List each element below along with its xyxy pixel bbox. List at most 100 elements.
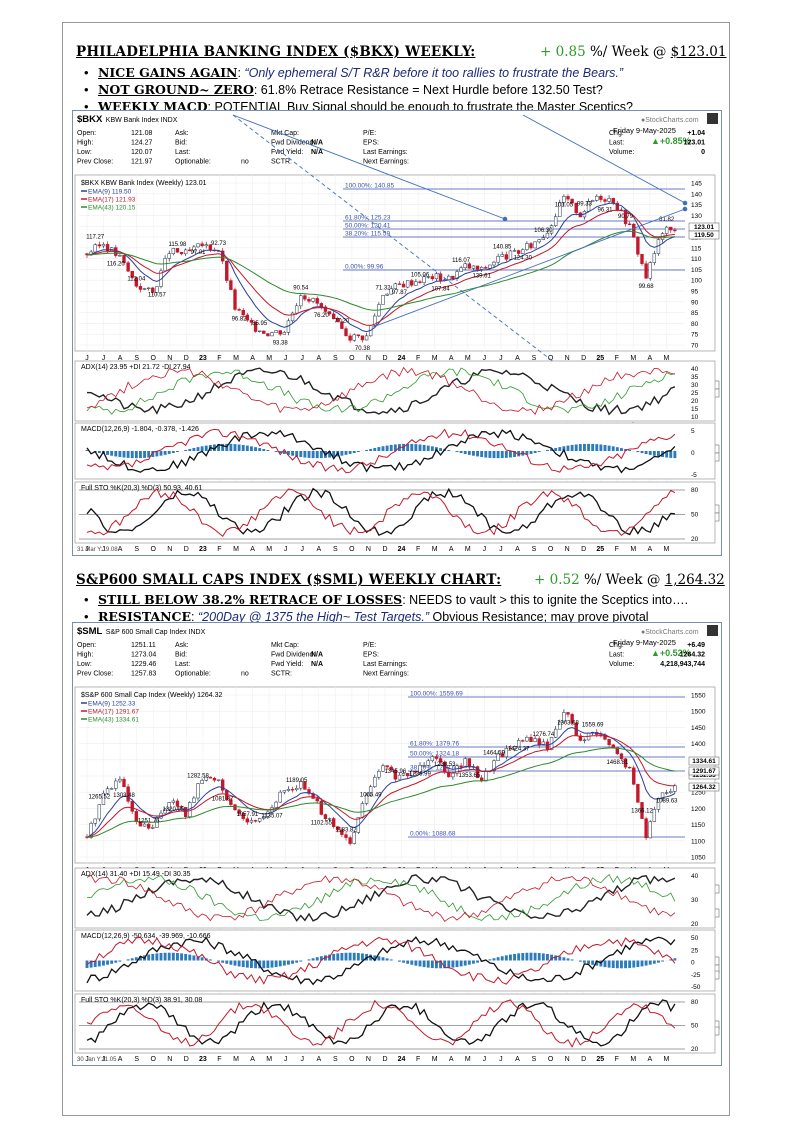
macd-bar (258, 960, 262, 969)
candle-body (656, 798, 661, 810)
candle-body (500, 753, 504, 758)
macd-bar (151, 953, 155, 961)
info-label: Next Earnings: (363, 159, 409, 166)
candle-body (360, 335, 365, 341)
candle-body (459, 267, 463, 272)
candle-body (590, 200, 595, 202)
price-annotation: 1265.52 (88, 795, 110, 801)
section-2-title: S&P600 SMALL CAPS INDEX ($SML) WEEKLY CH… (76, 572, 502, 588)
month-label: N (167, 546, 172, 553)
macd-bar (106, 960, 109, 965)
info-label: High: (77, 652, 93, 659)
month-label: S (532, 1056, 537, 1063)
macd-bar (500, 956, 504, 961)
candle-body (208, 776, 213, 779)
info-label: Last: (175, 149, 190, 156)
macd-bar (336, 953, 340, 961)
macd-bar (200, 446, 204, 451)
price-tick: 1450 (691, 725, 706, 732)
month-label: F (615, 1056, 619, 1063)
info-value: 121.97 (131, 159, 153, 166)
price-annotation: 1081.87 (212, 796, 234, 802)
header-bg (73, 111, 721, 173)
macd-bar (389, 959, 393, 961)
price-tick: 1550 (691, 693, 706, 700)
candle-body (167, 802, 171, 810)
macd-bar (615, 447, 619, 451)
price-tick: 1200 (691, 806, 706, 813)
macd-bar (422, 960, 426, 968)
candle-body (603, 199, 607, 202)
sto-tick: 20 (691, 1046, 699, 1053)
macd-bar (97, 960, 101, 967)
sml-chart: $SML S&P 600 Small Cap Index INDX ●StockCh… (72, 622, 722, 1066)
macd-bar (640, 451, 644, 454)
macd-bar (385, 445, 389, 451)
macd-bar (254, 447, 257, 451)
month-label: A (449, 546, 454, 553)
value-tag-text: 119.50 (694, 232, 714, 239)
macd-bar (299, 451, 303, 458)
month-label: O (548, 355, 554, 362)
sto-tick: 50 (691, 1023, 699, 1030)
price-annotation: 1102.55 (311, 820, 333, 826)
macd-bar (188, 954, 192, 961)
month-label: F (217, 546, 221, 553)
macd-bar (574, 444, 578, 451)
macd-bar (163, 952, 167, 961)
macd-line (86, 936, 676, 986)
candle-body (447, 275, 451, 281)
macd-bar (620, 960, 623, 969)
macd-bar (472, 960, 475, 964)
info-label: Mkt Cap: (271, 642, 299, 649)
macd-bar (603, 445, 607, 451)
price-annotation: 101.05 (555, 202, 574, 208)
macd-bar (570, 959, 574, 961)
macd-bar (393, 444, 397, 451)
macd-bar (184, 449, 188, 451)
candle-body (171, 800, 176, 803)
macd-bar (595, 960, 599, 966)
candle-body (537, 239, 541, 243)
macd-bar (537, 953, 541, 961)
macd-bar (513, 953, 516, 961)
price-annotation: 1366.12 (631, 809, 653, 815)
macd-bar (167, 451, 171, 454)
macd-bar (377, 956, 381, 961)
month-label: A (515, 355, 520, 362)
candle-body (418, 281, 422, 283)
macd-bar (291, 451, 294, 456)
candle-body (352, 334, 356, 341)
candle-body (200, 780, 204, 784)
macd-bar (541, 953, 545, 961)
month-label: M (664, 1056, 670, 1063)
candle-body (562, 712, 566, 723)
month-label: N (366, 1056, 371, 1063)
macd-bar (414, 444, 418, 451)
candle-body (196, 243, 200, 248)
month-label: J (102, 355, 106, 362)
fib-label: 0.00%: 1088.68 (410, 831, 456, 838)
bullet-key: STILL BELOW 38.2% RETRACE OF LOSSES (98, 592, 403, 607)
candle-body (669, 226, 673, 231)
ema-line (86, 747, 675, 838)
info-label: Bid: (175, 652, 187, 659)
month-label: J (102, 1056, 106, 1063)
month-label: A (118, 546, 123, 553)
bullet: NICE GAINS AGAIN: “Only ephemeral S/T R&… (84, 64, 633, 81)
info-label: Volume: (609, 149, 634, 156)
candle-body (521, 249, 525, 254)
macd-bar (365, 449, 368, 451)
macd-bar (406, 960, 410, 964)
candle-body (669, 791, 673, 793)
candle-body (389, 766, 393, 771)
macd-bar (229, 443, 233, 451)
macd-bar (398, 960, 401, 962)
change-suffix: %/ Week @ (579, 572, 665, 588)
candle-body (175, 248, 180, 253)
candle-body (541, 741, 546, 746)
candle-body (323, 306, 328, 312)
info-value: 0 (701, 149, 705, 156)
adx-tick: 20 (691, 398, 699, 405)
month-label: A (250, 1056, 255, 1063)
